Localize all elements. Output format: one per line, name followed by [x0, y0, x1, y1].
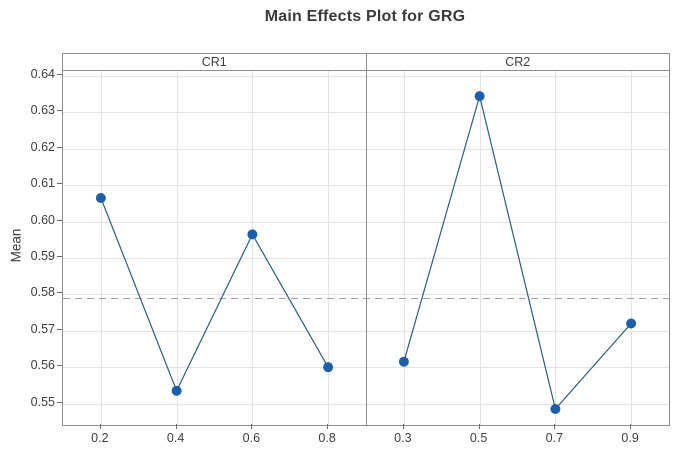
x-tick-label: 0.2 — [91, 431, 109, 445]
x-tick-mark — [403, 424, 404, 429]
y-tick-label: 0.60 — [30, 212, 55, 227]
x-tick-label: 0.8 — [318, 431, 336, 445]
y-tick-mark — [57, 402, 62, 403]
x-tick-mark — [554, 424, 555, 429]
y-tick-label: 0.61 — [30, 176, 55, 191]
series-line-CR2 — [403, 93, 632, 411]
y-tick-label: 0.64 — [30, 67, 55, 82]
panel-header-CR1: CR1 — [201, 55, 227, 69]
data-point-CR1-0.6 — [247, 229, 258, 240]
y-tick-mark — [57, 256, 62, 257]
y-tick-label: 0.59 — [30, 249, 55, 263]
x-tick-mark — [327, 424, 328, 429]
y-tick-mark — [57, 329, 62, 330]
y-tick-mark — [57, 292, 62, 293]
chart-title: Main Effects Plot for GRG — [264, 8, 466, 25]
data-point-CR2-0.5 — [474, 91, 485, 102]
y-tick-mark — [57, 74, 62, 75]
panel-header-CR2: CR2 — [365, 54, 670, 70]
data-point-CR2-0.3 — [398, 356, 409, 367]
x-tick-mark — [479, 424, 480, 429]
x-tick-mark — [176, 424, 177, 429]
x-tick-label: 0.7 — [545, 431, 564, 445]
y-tick-mark — [57, 110, 62, 111]
series-line-CR1 — [100, 197, 329, 393]
y-tick-label: 0.56 — [30, 358, 55, 373]
y-tick-mark — [57, 220, 62, 221]
data-point-CR2-0.9 — [626, 318, 637, 329]
x-tick-mark — [630, 424, 631, 429]
y-tick-label: 0.63 — [30, 103, 55, 118]
plot-area: CR1 CR2 — [62, 53, 670, 426]
data-point-CR1-0.4 — [171, 385, 182, 396]
plot-canvas — [63, 71, 669, 425]
x-tick-label: 0.4 — [166, 431, 185, 445]
y-tick-mark — [57, 365, 62, 366]
panel-header-row: CR1 CR2 — [63, 54, 669, 71]
x-tick-mark — [100, 424, 101, 429]
y-tick-mark — [57, 147, 62, 148]
y-tick-mark — [57, 183, 62, 184]
data-point-CR1-0.2 — [95, 192, 106, 203]
data-point-CR2-0.7 — [550, 403, 561, 414]
y-tick-label: 0.58 — [30, 285, 55, 300]
x-tick-label: 0.5 — [469, 431, 488, 445]
x-tick-label: 0.6 — [242, 431, 261, 445]
x-tick-mark — [251, 424, 252, 429]
y-tick-label: 0.55 — [30, 394, 55, 409]
y-tick-label: 0.57 — [30, 321, 55, 336]
x-tick-label: 0.3 — [394, 431, 412, 445]
data-point-CR1-0.8 — [323, 362, 334, 373]
y-tick-label: 0.62 — [30, 139, 55, 154]
x-tick-label: 0.9 — [621, 431, 639, 445]
